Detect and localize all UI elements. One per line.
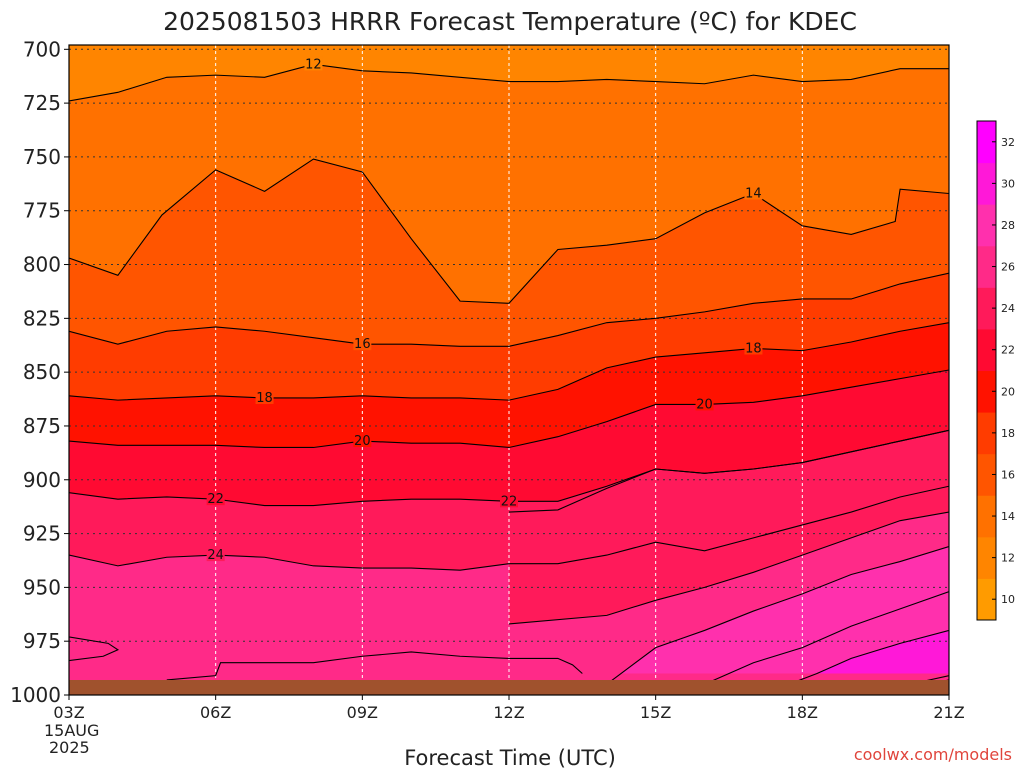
isotherm-label-bg bbox=[695, 396, 714, 411]
isotherm-27-10 bbox=[699, 591, 949, 687]
colorbar-frame bbox=[976, 120, 997, 621]
y-tick-label-725: 725 bbox=[23, 91, 61, 115]
colorbar: 10 12 14 16 18 20 22 24 26 28 30 32 bbox=[976, 120, 1015, 621]
isotherm-28-11 bbox=[777, 629, 949, 690]
x-tick-label-12Z: 12Z bbox=[493, 703, 524, 722]
y-tick-label-800: 800 bbox=[23, 253, 61, 277]
y-tick-label-875: 875 bbox=[23, 414, 61, 438]
colorbar-tick-24: 24 bbox=[1001, 302, 1015, 315]
colorbar-segment bbox=[977, 495, 996, 538]
y-tick-label-900: 900 bbox=[23, 468, 61, 492]
x-tick-label-03Z: 03Z bbox=[53, 703, 84, 722]
isotherm-label-16: 16 bbox=[354, 337, 371, 352]
colorbar-segment bbox=[977, 121, 996, 164]
colorbar-tick-26: 26 bbox=[1001, 261, 1015, 274]
colorbar-segment bbox=[977, 370, 996, 413]
x-tick-label-21Z: 21Z bbox=[933, 703, 964, 722]
x-axis-label: Forecast Time (UTC) bbox=[404, 746, 616, 768]
colorbar-tick-22: 22 bbox=[1001, 344, 1015, 357]
temperature-fill bbox=[69, 64, 949, 695]
y-tick-label-750: 750 bbox=[23, 145, 61, 169]
isotherm-label-18: 18 bbox=[256, 391, 273, 406]
isotherm-label-bg bbox=[304, 56, 323, 71]
y-tick-label-925: 925 bbox=[23, 522, 61, 546]
x-tick-label-15Z: 15Z bbox=[640, 703, 671, 722]
isotherm-label-20: 20 bbox=[696, 397, 713, 412]
isotherm-label-22: 22 bbox=[207, 492, 224, 507]
isotherm-label-18: 18 bbox=[745, 341, 762, 356]
isotherm-25-14 bbox=[69, 636, 120, 662]
isotherm-23-6 bbox=[508, 429, 949, 513]
isotherm-label-bg bbox=[206, 491, 225, 506]
colorbar-segment bbox=[977, 578, 996, 621]
x-tick-label-09Z: 09Z bbox=[347, 703, 378, 722]
y-tick-label-775: 775 bbox=[23, 199, 61, 223]
x-date-line-1: 15AUG bbox=[44, 721, 99, 740]
isotherm-labels: 12 14 16 18 18 20 20 22 22 24 bbox=[206, 56, 763, 563]
colorbar-segment bbox=[977, 453, 996, 496]
y-tick-label-700: 700 bbox=[23, 37, 61, 61]
isotherm-25-15 bbox=[166, 651, 583, 681]
colorbar-tick-16: 16 bbox=[1001, 468, 1015, 481]
fill-band-19 bbox=[69, 322, 949, 448]
colorbar-tick-12: 12 bbox=[1001, 552, 1015, 565]
y-tick-label-850: 850 bbox=[23, 360, 61, 384]
isotherm-label-bg bbox=[255, 389, 274, 404]
x-tick-label-18Z: 18Z bbox=[787, 703, 818, 722]
colorbar-tick-30: 30 bbox=[1001, 177, 1015, 190]
isotherm-label-20: 20 bbox=[354, 434, 371, 449]
credit-text: coolwx.com/models bbox=[854, 745, 1012, 764]
y-tick-label-825: 825 bbox=[23, 306, 61, 330]
isotherm-label-bg bbox=[744, 185, 763, 200]
colorbar-tick-10: 10 bbox=[1001, 593, 1015, 606]
isotherm-16-2 bbox=[69, 272, 949, 347]
isotherm-label-22: 22 bbox=[501, 494, 518, 509]
colorbar-segment bbox=[977, 328, 996, 371]
colorbar-tick-20: 20 bbox=[1001, 385, 1015, 398]
x-axis: 03Z 06Z 09Z 12Z 15Z 18Z 21Z bbox=[53, 695, 965, 722]
colorbar-segment bbox=[977, 162, 996, 205]
isotherm-label-14: 14 bbox=[745, 187, 762, 202]
colorbar-segment bbox=[977, 245, 996, 288]
isotherm-label-bg bbox=[744, 340, 763, 355]
isotherm-18-3 bbox=[69, 322, 949, 401]
isotherm-label-bg bbox=[353, 433, 372, 448]
isotherm-label-bg bbox=[353, 336, 372, 351]
isotherm-12-0 bbox=[69, 63, 949, 102]
colorbar-segment bbox=[977, 204, 996, 247]
isotherm-20-4 bbox=[69, 369, 949, 449]
colorbar-tick-28: 28 bbox=[1001, 219, 1015, 232]
colorbar-segment bbox=[977, 287, 996, 330]
y-tick-label-975: 975 bbox=[23, 629, 61, 653]
isotherm-label-24: 24 bbox=[207, 548, 224, 563]
colorbar-tick-18: 18 bbox=[1001, 427, 1015, 440]
fill-band-17 bbox=[69, 273, 949, 401]
isotherm-14-1 bbox=[69, 158, 949, 304]
colorbar-tick-14: 14 bbox=[1001, 510, 1015, 523]
y-tick-label-950: 950 bbox=[23, 575, 61, 599]
isotherm-26-9 bbox=[606, 545, 949, 685]
x-date-line-2: 2025 bbox=[49, 738, 90, 757]
colorbar-segment bbox=[977, 536, 996, 579]
isotherm-label-12: 12 bbox=[305, 57, 322, 72]
y-axis: 700 725 750 775 800 825 850 875 900 925 950 975 1000 bbox=[10, 37, 69, 707]
isotherm-label-bg bbox=[500, 493, 518, 508]
colorbar-segment bbox=[977, 412, 996, 455]
isotherm-label-bg bbox=[206, 547, 225, 562]
x-tick-label-06Z: 06Z bbox=[200, 703, 231, 722]
y-tick-label-1000: 1000 bbox=[10, 683, 61, 707]
ground-layer bbox=[69, 680, 949, 695]
fill-band-15 bbox=[69, 159, 949, 347]
isotherm-25-8 bbox=[508, 511, 949, 625]
colorbar-tick-32: 32 bbox=[1001, 136, 1015, 149]
chart-title: 2025081503 HRRR Forecast Temperature (ºC… bbox=[163, 7, 857, 36]
